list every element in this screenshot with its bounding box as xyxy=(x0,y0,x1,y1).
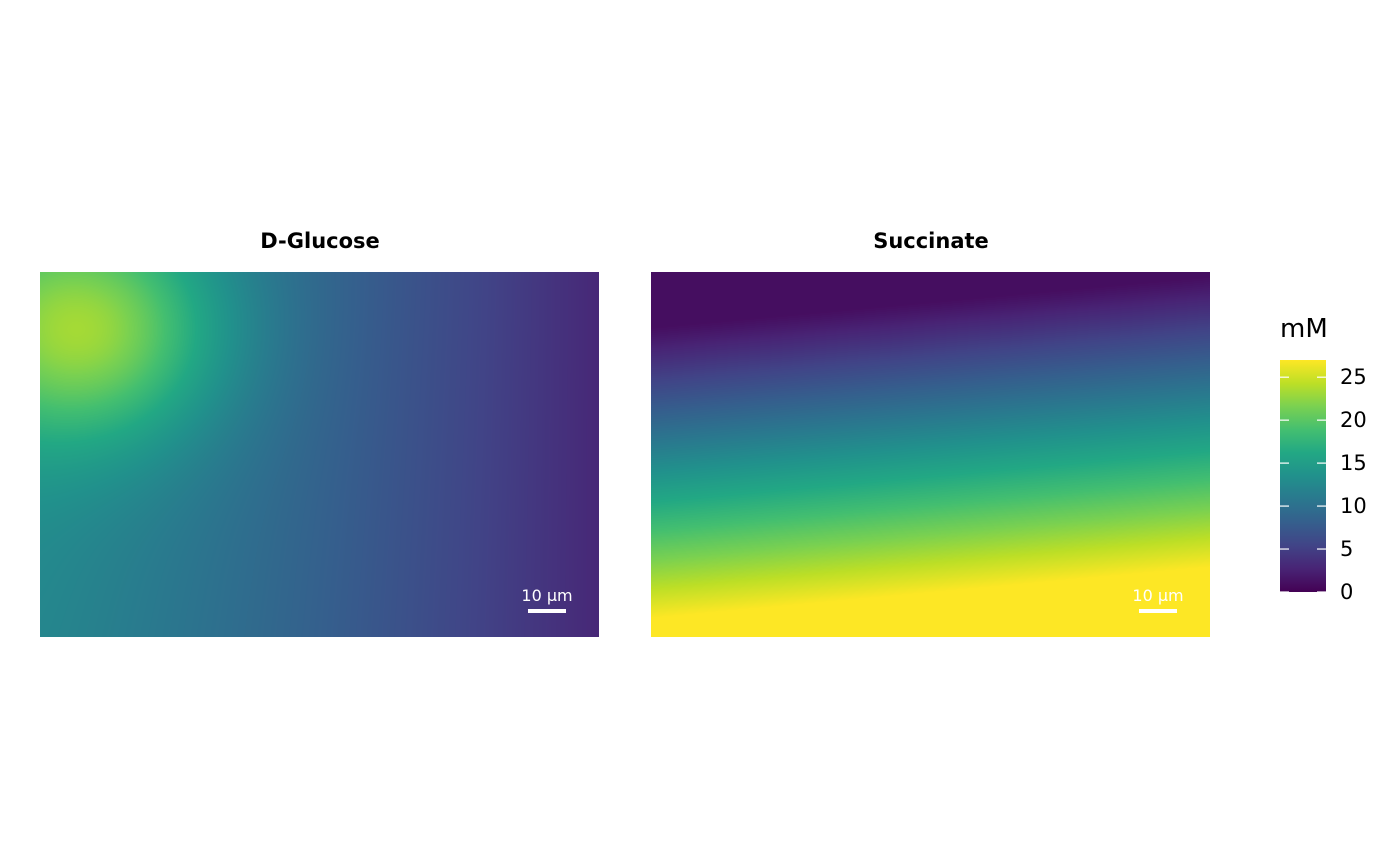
panel-title-d-glucose: D-Glucose xyxy=(260,229,380,253)
scalebar-label: 10 µm xyxy=(1132,586,1184,605)
legend-tick-label: 25 xyxy=(1340,365,1367,390)
colorbar xyxy=(1280,360,1326,592)
colorbar-gradient xyxy=(1280,360,1326,592)
legend-tick-label: 0 xyxy=(1340,580,1354,604)
scalebar-succinate: 10 µm xyxy=(1128,587,1188,613)
panel-title-succinate: Succinate xyxy=(873,229,989,253)
colorbar-ticks xyxy=(1280,376,1326,592)
scalebar-d-glucose: 10 µm xyxy=(517,587,577,613)
legend-tick-label: 20 xyxy=(1340,408,1367,433)
legend-tick-label: 15 xyxy=(1340,451,1367,476)
scalebar-label: 10 µm xyxy=(521,586,573,605)
heatmap-canvas-d-glucose xyxy=(40,272,599,637)
heatmap-panel-d-glucose: 10 µm xyxy=(40,272,599,637)
legend-tick-label: 5 xyxy=(1340,537,1354,562)
scalebar-line xyxy=(528,609,566,613)
heatmap-panel-succinate: 10 µm xyxy=(651,272,1210,637)
scalebar-line xyxy=(1139,609,1177,613)
legend-tick-labels: 0 5 10 15 20 25 xyxy=(1340,360,1400,604)
legend-tick-label: 10 xyxy=(1340,494,1367,519)
legend-title: mM xyxy=(1280,314,1328,344)
heatmap-canvas-succinate xyxy=(651,272,1210,637)
